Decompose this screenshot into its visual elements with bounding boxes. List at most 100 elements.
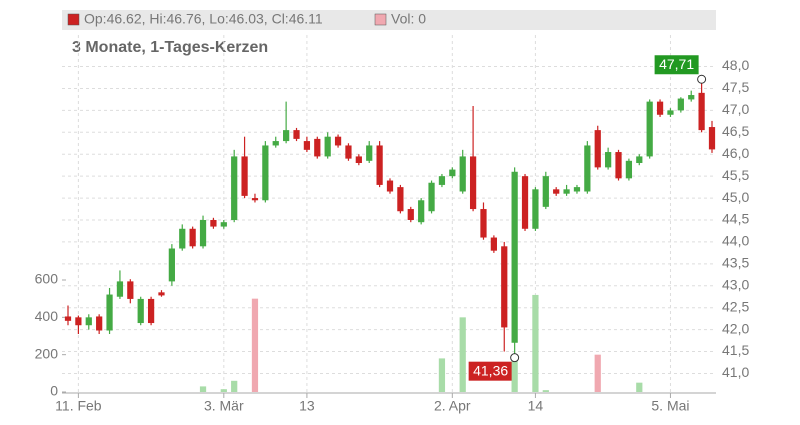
candle-body [199, 220, 207, 247]
volume-bar [199, 386, 207, 392]
candle-body [573, 187, 581, 192]
candle-body [127, 281, 134, 299]
candle-body [355, 156, 362, 163]
candle-body [210, 220, 217, 227]
legend-label: Vol: 0 [391, 11, 426, 27]
legend-swatch [374, 13, 387, 26]
candle-body [480, 209, 487, 238]
candle-body [158, 292, 165, 296]
volume-bar [636, 382, 643, 392]
candle-body [189, 228, 196, 247]
candle-body [532, 189, 539, 229]
candle-body [376, 145, 383, 185]
candle-body [542, 176, 549, 207]
y-tick-label: 47,5 [722, 79, 749, 95]
candle-body [438, 176, 446, 185]
candle-body [85, 317, 92, 326]
x-tick-label: 3. Mär [204, 398, 244, 414]
candle-body [345, 145, 352, 159]
candle-body [96, 316, 103, 331]
x-tick-label: 2. Apr [434, 398, 471, 414]
volume-bar [231, 380, 238, 392]
candle-body [407, 209, 414, 220]
x-tick-label: 5. Mai [651, 398, 689, 414]
candle-body [563, 189, 570, 194]
y-tick-label: 48,0 [722, 57, 749, 73]
low-label: 41,36 [473, 362, 508, 378]
candle-body [594, 130, 601, 168]
volume-tick-label: 0 [50, 383, 58, 399]
y-tick-label: 44,0 [722, 233, 749, 249]
candle-body [179, 228, 186, 249]
y-tick-label: 46,5 [722, 123, 749, 139]
volume-bar [594, 354, 601, 392]
candle-body [469, 156, 477, 210]
candle-body [334, 136, 342, 146]
candle-body [116, 281, 124, 297]
high-label: 47,71 [659, 56, 694, 72]
candle-body [511, 171, 518, 343]
volume-bar [220, 389, 227, 392]
y-tick-label: 42,5 [722, 298, 749, 314]
y-tick-label: 46,0 [722, 145, 749, 161]
candle-body [137, 298, 144, 324]
y-tick-label: 41,5 [722, 342, 749, 358]
candle-body [168, 248, 175, 282]
volume-bar [438, 358, 446, 392]
x-tick-label: 11. Feb [55, 398, 102, 414]
candle-body [698, 92, 705, 131]
candle-body [147, 298, 155, 324]
candle-body [449, 169, 456, 177]
candle-body [418, 200, 425, 223]
candle-body [708, 127, 716, 150]
candle-body [428, 182, 435, 212]
candle-body [688, 95, 695, 100]
candle-body [272, 141, 279, 146]
candle-body [314, 138, 321, 157]
volume-bar [542, 390, 549, 392]
candle-body [490, 237, 497, 251]
candle-body [636, 156, 643, 163]
y-tick-label: 42,0 [722, 320, 749, 336]
candle-body [656, 101, 664, 115]
candle-body [303, 141, 311, 150]
candle-body [251, 198, 259, 201]
candle-body [553, 189, 560, 194]
candle-body [220, 222, 227, 227]
candle-body [64, 316, 72, 321]
volume-bar [511, 360, 518, 392]
volume-bar [251, 298, 259, 392]
volume-bar [459, 317, 466, 392]
candle-body [646, 101, 653, 157]
candle-body [501, 246, 508, 328]
y-tick-label: 45,5 [722, 167, 749, 183]
volume-tick-label: 600 [35, 271, 59, 287]
candle-body [241, 156, 248, 196]
y-tick-label: 45,0 [722, 189, 749, 205]
y-tick-label: 47,0 [722, 101, 749, 117]
volume-tick-label: 400 [35, 308, 59, 324]
candle-body [397, 187, 404, 212]
high-marker [697, 74, 707, 84]
low-label-box [468, 361, 512, 381]
y-tick-label: 41,0 [722, 364, 749, 380]
candle-body [521, 176, 529, 229]
candle-body [667, 110, 674, 115]
volume-tick-label: 200 [35, 345, 59, 361]
candle-body [615, 152, 622, 179]
candle-body [677, 98, 684, 111]
x-tick-label: 13 [299, 398, 315, 414]
candle-body [584, 145, 591, 192]
candle-body [262, 145, 269, 201]
candle-body [459, 156, 466, 192]
candle-body [625, 160, 633, 179]
low-marker [510, 353, 520, 363]
candle-body [386, 180, 394, 192]
candle-body [293, 130, 300, 139]
candle-body [605, 152, 612, 168]
candle-body [75, 317, 82, 326]
candle-body [283, 130, 290, 142]
volume-bar [532, 294, 539, 392]
candle-body [324, 136, 331, 157]
